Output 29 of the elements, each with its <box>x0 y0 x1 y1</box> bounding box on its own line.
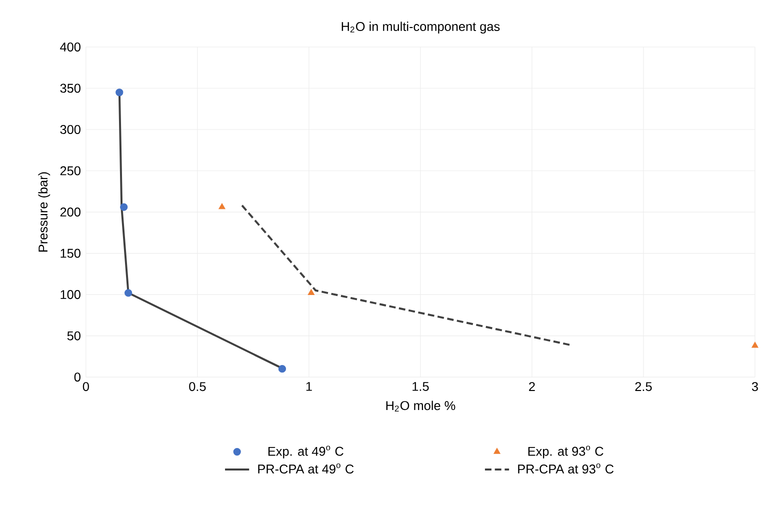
x-tick-label: 3 <box>752 382 758 391</box>
x-tick-label: 1 <box>306 382 312 391</box>
point <box>120 203 128 211</box>
y-tick-label: 400 <box>60 42 80 52</box>
point <box>278 364 286 373</box>
chart-title: H$_{2}$O in multi-component gas <box>342 22 500 34</box>
x-tick-label: 2 <box>529 382 535 391</box>
y-tick-label: 250 <box>60 166 80 176</box>
point <box>116 88 124 96</box>
x-tick-label: 0.5 <box>189 382 206 391</box>
legend-label: PR-CPA at 49$^{o}$ C <box>258 463 354 474</box>
y-tick-label: 0 <box>74 372 80 382</box>
legend-label: Exp. at 93$^{o}$ C <box>528 446 604 458</box>
legend-label: PR-CPA at 93$^{o}$ C <box>518 463 614 474</box>
y-tick-label: 300 <box>60 124 80 134</box>
point <box>308 289 315 295</box>
x-axis-title: H$_{2}$O mole % <box>386 400 456 412</box>
y-tick-label: 200 <box>60 207 80 216</box>
x-tick-label: 0 <box>82 382 89 391</box>
y-axis-title: Pressure (bar) <box>38 172 50 252</box>
y-tick-label: 150 <box>60 248 80 258</box>
x-tick-label: 1.5 <box>412 382 429 391</box>
x-tick-label: 2.5 <box>635 382 652 391</box>
y-tick-label: 50 <box>67 331 80 340</box>
point <box>218 203 226 210</box>
y-tick-label: 350 <box>60 84 80 93</box>
point <box>124 289 132 297</box>
y-tick-label: 100 <box>60 290 80 299</box>
legend-label: Exp. at 49$^{o}$ C <box>268 446 344 458</box>
